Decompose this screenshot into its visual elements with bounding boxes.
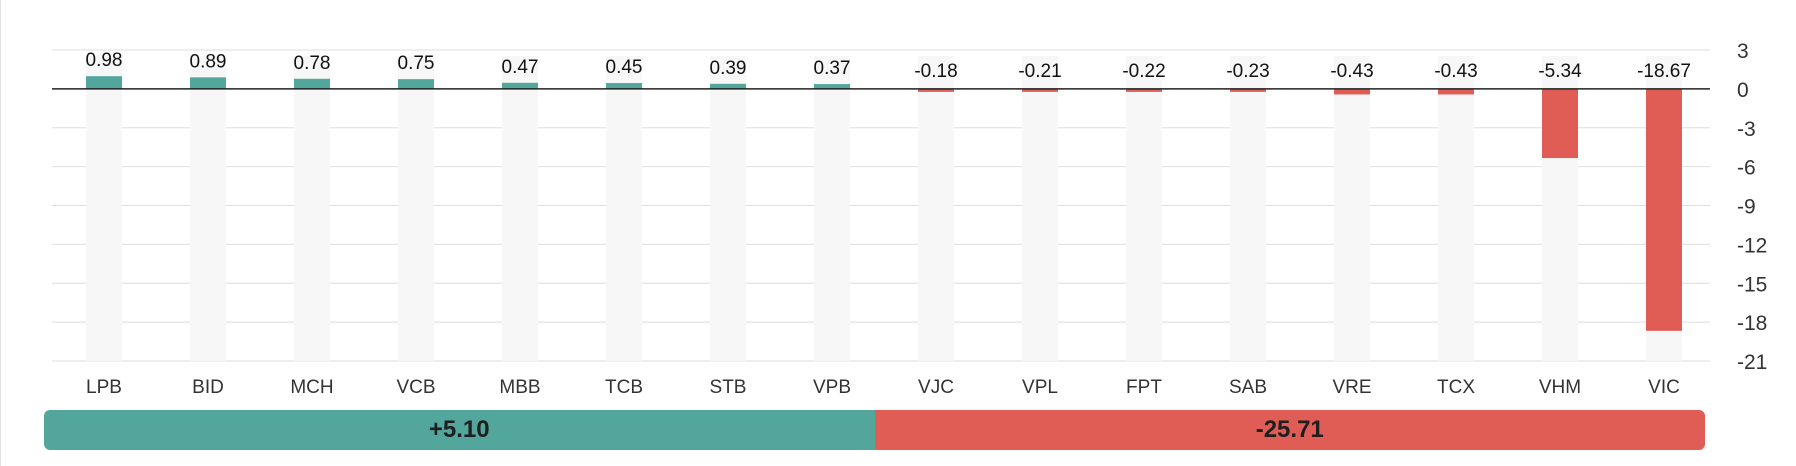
x-tick-label: TCX [1437,377,1475,398]
bar [86,76,122,89]
bar [294,78,330,89]
x-tick-label: LPB [86,377,122,398]
x-tick-label: VRE [1332,377,1371,398]
bar [1438,88,1474,95]
bar [814,84,850,89]
data-label: 0.98 [86,50,123,71]
bar [1334,88,1370,95]
frame-border [0,0,1,466]
y-tick-label: -18 [1737,312,1767,335]
bar-track [814,56,850,361]
bar [1646,88,1682,331]
data-label: 0.37 [814,58,851,79]
bar-track [190,56,226,361]
bar [710,83,746,89]
data-label: 0.47 [502,57,539,78]
bar-track [606,56,642,361]
bar-track [86,56,122,361]
bar-track [294,56,330,361]
x-tick-label: TCB [605,377,643,398]
y-tick-label: -6 [1737,157,1756,180]
bar [190,77,226,89]
negative-total-label: -25.71 [1255,416,1324,443]
data-label: 0.75 [398,53,435,74]
x-tick-label: VPB [813,377,851,398]
x-tick-label: SAB [1229,377,1267,398]
x-tick-label: VCB [396,377,435,398]
bar [502,82,538,89]
data-label: -0.43 [1434,61,1477,82]
data-label: 0.78 [294,53,331,74]
positive-total-label: +5.10 [428,416,490,443]
summary-bar: +5.10 -25.71 [44,410,1705,450]
x-tick-label: BID [192,377,224,398]
data-label: 0.39 [710,58,747,79]
data-label: -18.67 [1637,61,1691,82]
data-label: -0.22 [1122,61,1165,82]
data-label: 0.45 [606,57,643,78]
bar [398,79,434,89]
data-label: -0.18 [914,61,957,82]
bar-track [1126,56,1162,361]
bar [1126,88,1162,92]
y-tick-label: -21 [1737,351,1767,374]
x-tick-label: MCH [290,377,333,398]
y-tick-label: 3 [1737,40,1749,63]
x-tick-label: VIC [1648,377,1680,398]
y-tick-label: -15 [1737,273,1767,296]
y-tick-label: -12 [1737,234,1767,257]
positive-total-segment: +5.10 [44,410,875,450]
y-tick-label: -9 [1737,196,1756,219]
data-label: 0.89 [190,51,227,72]
bar-track [918,56,954,361]
x-tick-label: VJC [918,377,954,398]
data-label: -0.21 [1018,61,1061,82]
bar-track [398,56,434,361]
data-label: -0.23 [1226,61,1269,82]
negative-total-segment: -25.71 [874,410,1705,450]
data-label: -0.43 [1330,61,1373,82]
bar [1230,88,1266,92]
bar [1022,88,1058,92]
x-tick-label: VHM [1539,377,1581,398]
bar-track [502,56,538,361]
y-tick-label: 0 [1737,79,1749,102]
bar-track [1334,56,1370,361]
bar [1542,88,1578,159]
x-tick-label: FPT [1126,377,1162,398]
bar [606,83,642,89]
x-tick-label: MBB [499,377,540,398]
x-tick-label: VPL [1022,377,1058,398]
data-label: -5.34 [1538,61,1582,82]
bar-track [1022,56,1058,361]
y-tick-label: -3 [1737,118,1756,141]
bar-track [1438,56,1474,361]
x-tick-label: STB [710,377,747,398]
bar-track [1230,56,1266,361]
bar [918,88,954,92]
bar-chart: 3 0 -3 -6 -9 -12 -15 -18 -21 0.98 LPB 0.89 BID 0.78 MC… [52,40,1767,398]
bar-track [710,56,746,361]
